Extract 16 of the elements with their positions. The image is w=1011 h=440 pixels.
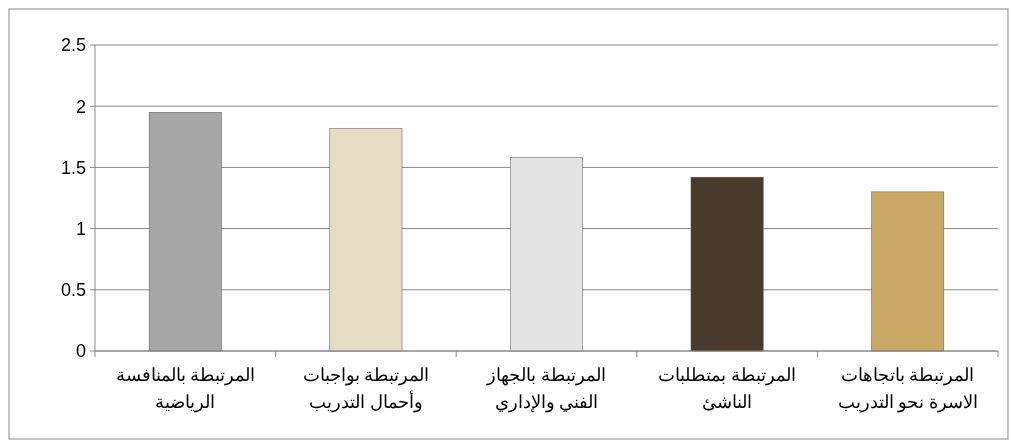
y-tick-label: 1.5 <box>60 157 86 178</box>
bar <box>329 127 403 352</box>
bar <box>871 191 945 352</box>
y-tick-label: 0.5 <box>60 280 86 301</box>
bar <box>148 112 222 352</box>
y-tick-label: 0 <box>75 341 86 362</box>
x-tick-label: المرتبطة بالمنافسة الرياضية <box>115 365 256 413</box>
y-tick-label: 2.5 <box>60 35 86 56</box>
x-tick-label: المرتبطة بواجبات وأحمال التدريب <box>302 365 430 413</box>
x-tick-label: المرتبطة باتجاهات الاسرة نحو التدريب <box>837 365 978 413</box>
x-tick-label: المرتبطة بالجهاز الفني والإداري <box>486 365 606 413</box>
bar <box>690 176 764 352</box>
y-tick-label: 2 <box>75 96 86 117</box>
y-tick-label: 1 <box>75 218 86 239</box>
bar <box>510 157 583 352</box>
x-tick-label: المرتبطة بمتطلبات الناشئ <box>658 365 796 412</box>
